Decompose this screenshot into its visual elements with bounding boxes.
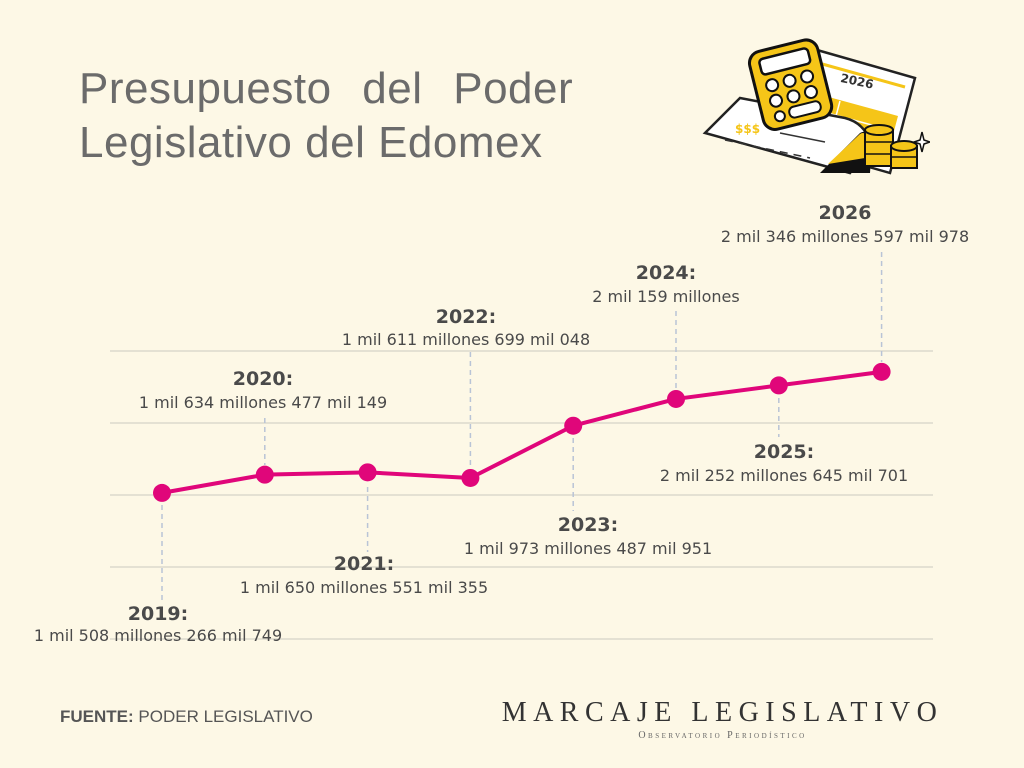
year-label-2026: 2026 (819, 202, 872, 224)
page-title: Presupuesto del Poder Legislativo del Ed… (79, 62, 573, 170)
year-label-2025: 2025: (754, 441, 814, 463)
data-point-2022 (461, 468, 480, 487)
title-line-1: Presupuesto del Poder (79, 64, 574, 113)
year-label-2022: 2022: (436, 306, 496, 328)
brand-logo: MARCAJE LEGISLATIVO Observatorio Periodí… (495, 697, 950, 742)
gridlines (110, 350, 933, 640)
year-label-2024: 2024: (636, 262, 696, 284)
year-label-2019: 2019: (128, 603, 188, 625)
year-label-2023: 2023: (558, 514, 618, 536)
calculator-icon (747, 38, 834, 131)
coins-icon (864, 124, 918, 169)
value-label-2026: 2 mil 346 millones 597 mil 978 (721, 227, 969, 246)
value-label-2019: 1 mil 508 millones 266 mil 749 (34, 626, 282, 645)
receipt-icon: $$$ (702, 96, 872, 175)
data-point-2021 (358, 463, 377, 482)
source-value: PODER LEGISLATIVO (138, 707, 313, 726)
year-label-2021: 2021: (334, 553, 394, 575)
data-labels: 2019:1 mil 508 millones 266 mil 749 2020:… (34, 202, 969, 645)
data-points (153, 362, 891, 502)
data-point-2020 (255, 465, 274, 484)
calculator-budget-illustration: 2026 $$$ (702, 38, 930, 175)
leader-lines (161, 252, 883, 600)
brand-tagline: Observatorio Periodístico (638, 730, 807, 741)
value-label-2025: 2 mil 252 millones 645 mil 701 (660, 466, 908, 485)
brand-name: MARCAJE LEGISLATIVO (501, 697, 944, 728)
source-note: FUENTE: PODER LEGISLATIVO (60, 707, 313, 727)
data-point-2024 (667, 389, 685, 408)
svg-text:$$$: $$$ (735, 122, 760, 136)
source-label: FUENTE: (60, 707, 134, 726)
value-label-2022: 1 mil 611 millones 699 mil 048 (342, 330, 590, 349)
document-year: 2026 (839, 71, 875, 92)
data-point-2023 (564, 416, 583, 435)
value-label-2024: 2 mil 159 millones (592, 287, 739, 306)
series-line (161, 369, 882, 495)
value-label-2020: 1 mil 634 millones 477 mil 149 (139, 393, 387, 412)
title-line-2: Legislativo del Edomex (79, 118, 543, 167)
value-label-2023: 1 mil 973 millones 487 mil 951 (464, 539, 712, 558)
value-label-2021: 1 mil 650 millones 551 mil 355 (240, 578, 488, 597)
data-point-2025 (769, 376, 788, 395)
year-label-2020: 2020: (233, 368, 293, 390)
data-point-2019 (153, 483, 171, 502)
data-point-2026 (872, 362, 891, 381)
sparkle-icon (911, 131, 930, 153)
